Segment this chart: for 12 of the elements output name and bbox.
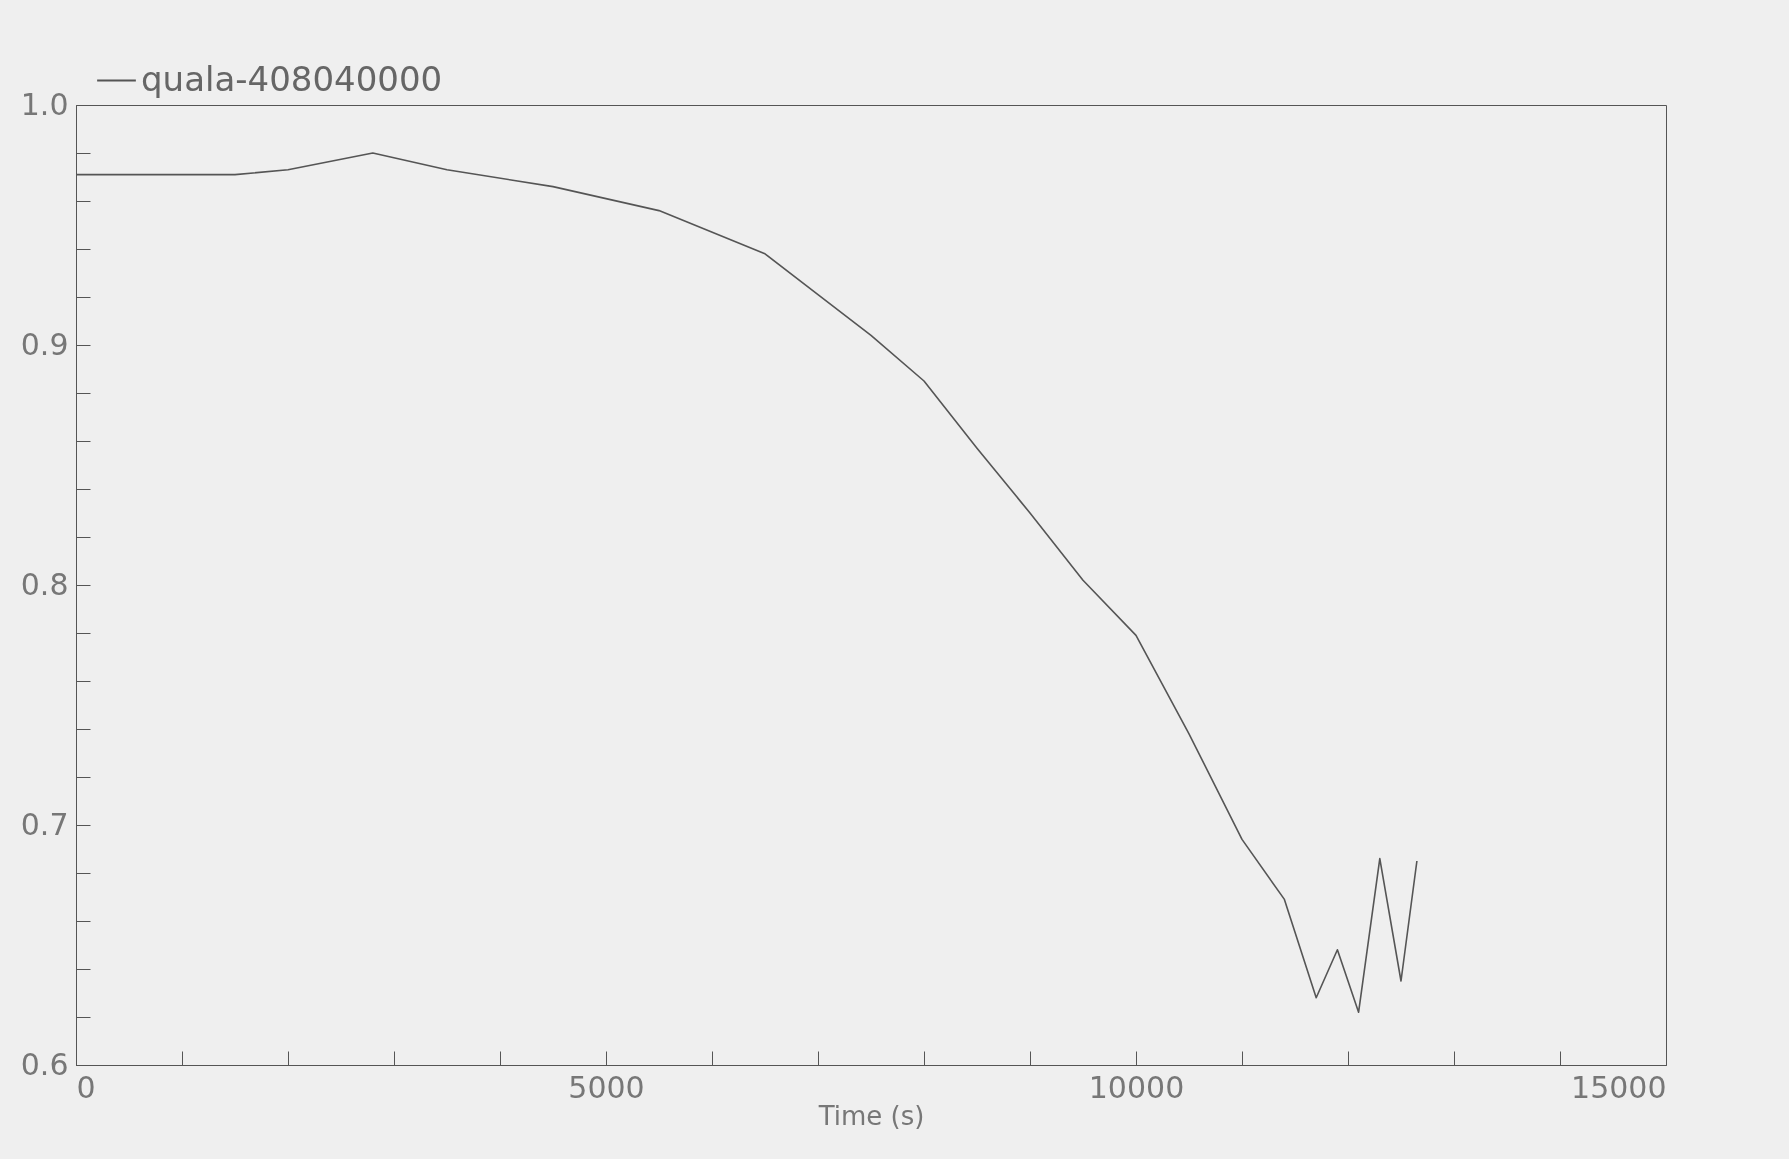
x-tick-label: 0 — [76, 1069, 96, 1105]
y-tick-label: 0.7 — [20, 806, 69, 842]
y-tick-label: 0.8 — [20, 566, 69, 602]
y-tick-label: 0.6 — [20, 1046, 69, 1082]
y-tick-label: 1.0 — [20, 86, 69, 122]
x-tick-label: 15000 — [1571, 1069, 1667, 1105]
y-tick-label: 0.9 — [20, 326, 69, 362]
x-tick-label: 5000 — [568, 1069, 645, 1105]
x-axis-title: Time (s) — [817, 1100, 925, 1131]
line-series — [76, 152, 1418, 1013]
x-tick-label: 10000 — [1088, 1069, 1185, 1105]
legend-label: quala-408040000 — [141, 58, 443, 99]
